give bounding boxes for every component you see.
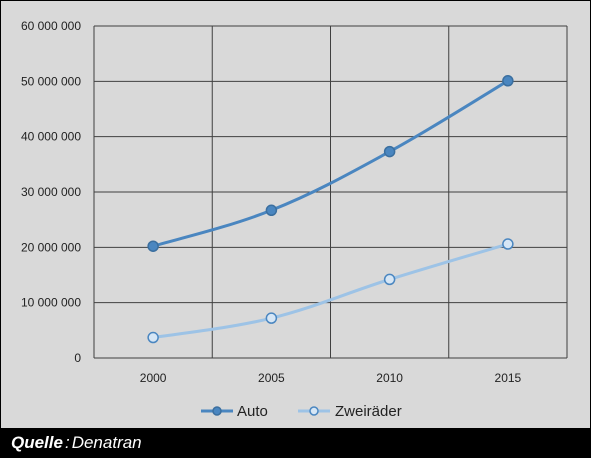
- data-point: [265, 204, 278, 217]
- source-label: Quelle: [11, 432, 63, 452]
- data-point: [383, 273, 396, 286]
- y-tick-label: 20 000 000: [21, 240, 81, 254]
- series-line-zweiraeder: [151, 242, 510, 340]
- x-tick-label: 2005: [258, 371, 285, 385]
- legend-marker: [212, 406, 222, 416]
- y-tick-label: 0: [74, 351, 81, 365]
- source-separator: :: [64, 432, 70, 452]
- y-tick-label: 60 000 000: [21, 19, 81, 33]
- data-point: [502, 75, 514, 87]
- legend-marker: [309, 406, 319, 416]
- x-tick-label: 2010: [376, 371, 403, 385]
- series-line-auto: [151, 79, 510, 248]
- source-bar: Quelle : Denatran: [1, 428, 590, 457]
- y-tick-label: 30 000 000: [21, 185, 81, 199]
- data-point: [502, 238, 514, 250]
- data-point: [383, 145, 396, 158]
- x-tick-label: 2015: [495, 371, 522, 385]
- y-tick-label: 10 000 000: [21, 296, 81, 310]
- data-point: [147, 331, 159, 344]
- legend-label: Zweiräder: [335, 403, 402, 420]
- data-point: [147, 240, 159, 252]
- y-tick-label: 40 000 000: [21, 130, 81, 144]
- line-chart: 0 10 000 000 20 000 000 30 000 000 40 000 00…: [21, 19, 568, 420]
- source-value: Denatran: [71, 432, 142, 452]
- data-point: [265, 312, 278, 324]
- x-tick-label: 2000: [140, 371, 167, 385]
- y-tick-label: 50 000 000: [21, 74, 81, 88]
- legend-label: Auto: [237, 403, 268, 420]
